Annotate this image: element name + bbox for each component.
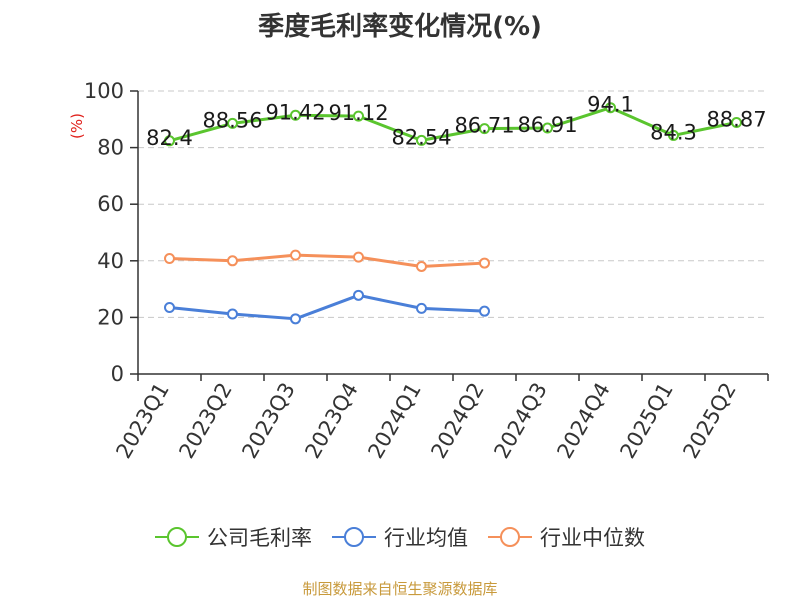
x-tick-label: 2024Q1	[363, 379, 425, 463]
legend-item-1[interactable]: 公司毛利率	[155, 522, 312, 552]
data-point-series-2	[290, 313, 301, 325]
data-point-series-3	[353, 251, 364, 263]
data-label: 84.3	[650, 120, 697, 144]
data-point-series-3	[479, 257, 490, 269]
series-line-3	[169, 253, 485, 268]
y-tick-label: 100	[84, 79, 124, 103]
x-tick-label: 2025Q1	[615, 379, 677, 463]
legend-label: 行业均值	[384, 526, 468, 550]
legend-marker	[332, 525, 376, 549]
source-note: 制图数据来自恒生聚源数据库	[302, 580, 498, 598]
data-label: 82.4	[146, 126, 193, 150]
legend-label: 公司毛利率	[207, 526, 312, 550]
legend-item-3[interactable]: 行业中位数	[488, 522, 645, 552]
data-point-series-3	[290, 249, 301, 261]
data-point-series-1	[668, 129, 679, 141]
legend-marker	[488, 525, 532, 549]
data-point-series-1	[731, 116, 742, 128]
x-tick-label: 2023Q3	[237, 379, 299, 463]
x-tick-label: 2025Q2	[678, 379, 740, 463]
data-label: 82.54	[391, 125, 451, 149]
x-tick-label: 2024Q4	[552, 379, 614, 463]
data-point-series-2	[227, 308, 238, 320]
y-axis-label: (%)	[68, 113, 86, 139]
data-point-series-2	[164, 301, 175, 313]
data-label: 94.1	[587, 93, 634, 117]
y-tick-label: 60	[97, 192, 124, 216]
y-tick-label: 20	[97, 305, 124, 329]
legend-marker	[155, 525, 199, 549]
x-tick-label: 2024Q3	[489, 379, 551, 463]
data-point-series-1	[227, 117, 238, 129]
x-tick-label: 2023Q4	[300, 379, 362, 463]
series-line-1	[169, 106, 737, 143]
data-point-series-1	[479, 123, 490, 135]
data-point-series-2	[416, 302, 427, 314]
data-label: 88.87	[706, 107, 766, 131]
data-point-series-1	[416, 134, 427, 146]
y-tick-label: 0	[111, 362, 124, 386]
x-tick-label: 2023Q2	[174, 379, 236, 463]
legend-item-2[interactable]: 行业均值	[332, 522, 468, 552]
x-tick-label: 2024Q2	[426, 379, 488, 463]
data-label: 86.91	[517, 113, 577, 137]
data-point-series-1	[290, 109, 301, 121]
legend-label: 行业中位数	[540, 526, 645, 550]
x-tick-label: 2023Q1	[111, 379, 173, 463]
data-point-series-1	[542, 122, 553, 134]
data-label: 86.71	[454, 114, 514, 138]
data-point-series-1	[164, 135, 175, 147]
data-point-series-1	[353, 110, 364, 122]
data-point-series-2	[479, 305, 490, 317]
legend: 公司毛利率 行业均值 行业中位数	[0, 522, 800, 552]
chart-title: 季度毛利率变化情况(%)	[258, 12, 542, 42]
data-point-series-3	[416, 260, 427, 272]
data-label: 91.12	[328, 101, 388, 125]
y-tick-label: 40	[97, 249, 124, 273]
data-point-series-1	[605, 102, 616, 114]
data-point-series-2	[353, 289, 364, 301]
data-label: 91.42	[265, 100, 325, 124]
series-line-2	[169, 293, 485, 321]
y-tick-label: 80	[97, 136, 124, 160]
data-point-series-3	[227, 255, 238, 267]
data-label: 88.56	[202, 108, 262, 132]
data-point-series-3	[164, 253, 175, 265]
